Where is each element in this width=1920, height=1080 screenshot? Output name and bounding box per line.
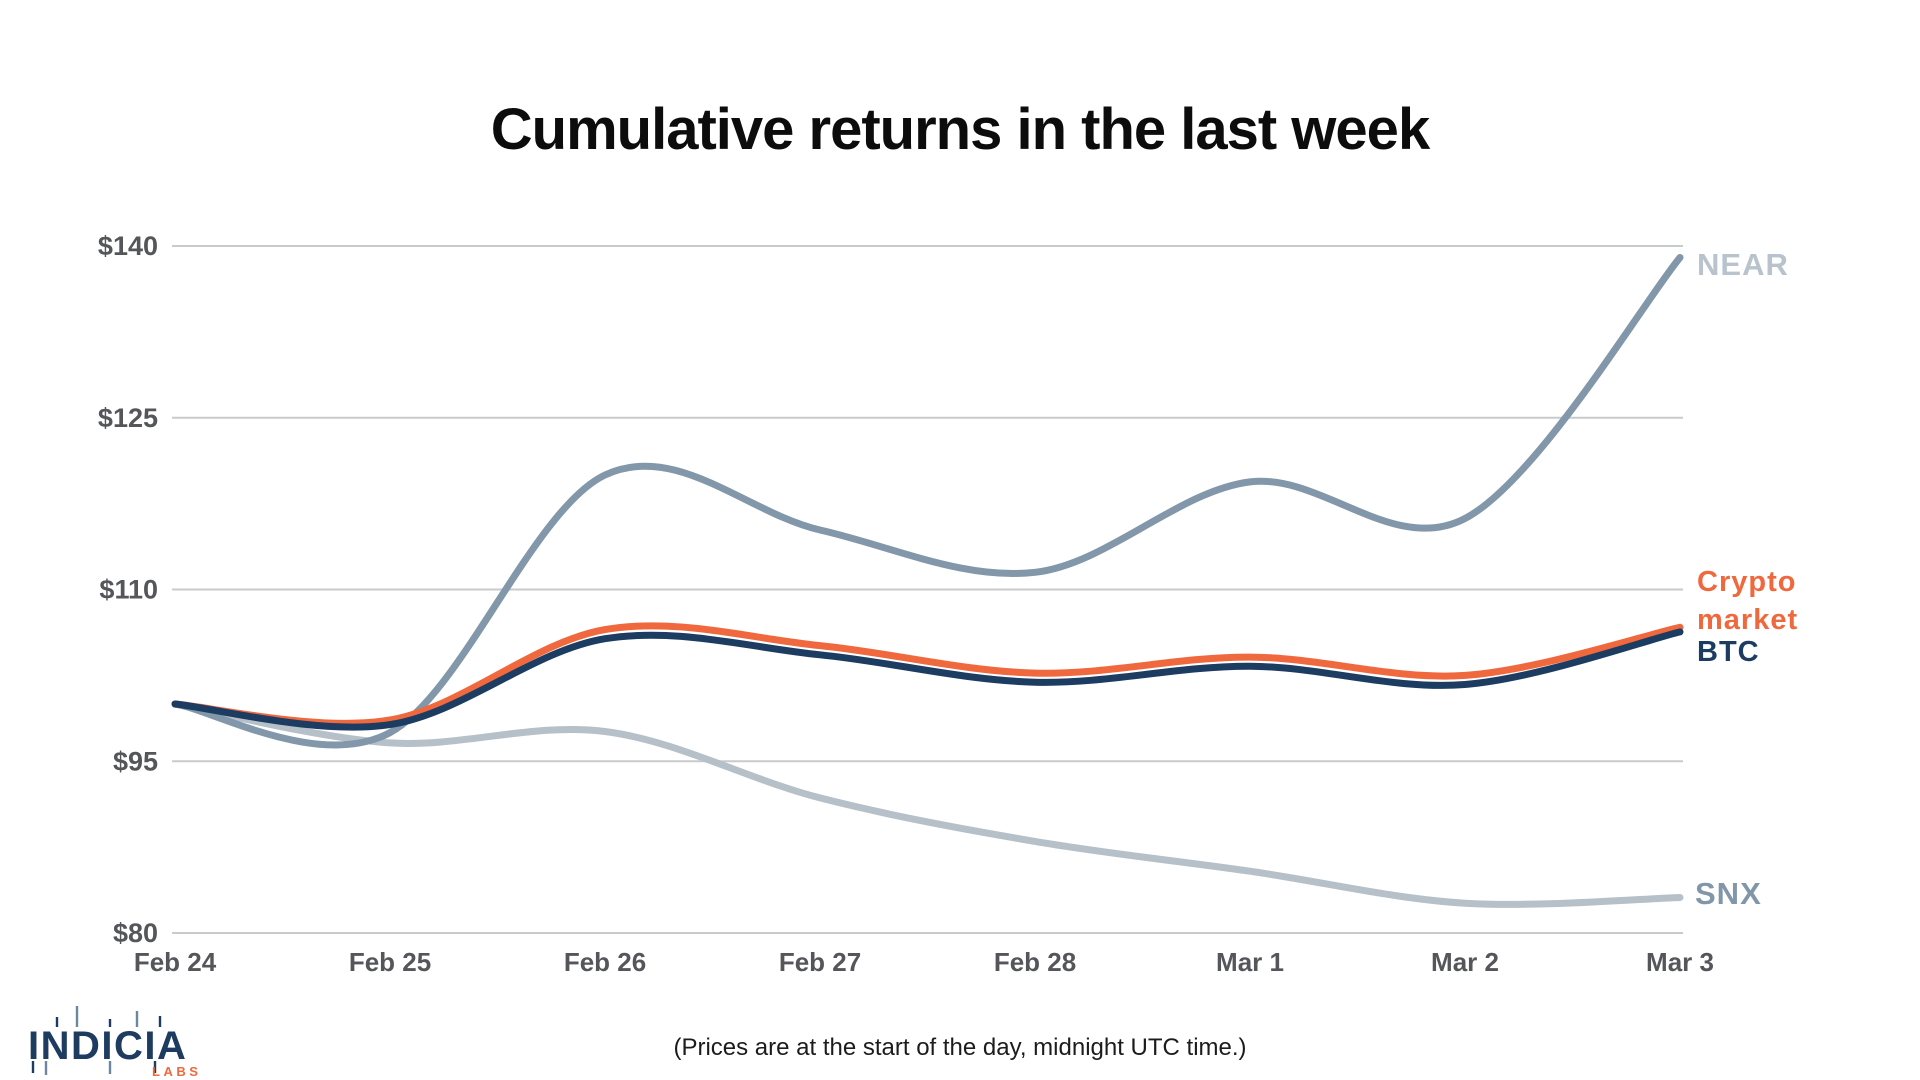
logo-candlestick-wicks bbox=[31, 1006, 162, 1075]
y-tick-label: $95 bbox=[113, 746, 158, 776]
y-tick-label: $125 bbox=[98, 403, 158, 433]
series-line-crypto-market bbox=[171, 622, 1684, 727]
series-line-snx bbox=[171, 700, 1684, 908]
series-label-near: NEAR bbox=[1697, 247, 1789, 282]
series-label-btc: BTC bbox=[1697, 636, 1760, 668]
series-line-btc bbox=[171, 628, 1684, 731]
logo-wordmark: INDICIA bbox=[28, 1024, 187, 1068]
x-tick-label: Feb 27 bbox=[779, 947, 861, 977]
x-tick-label: Mar 2 bbox=[1431, 947, 1499, 977]
chart-footnote: (Prices are at the start of the day, mid… bbox=[673, 1034, 1247, 1061]
x-tick-label: Mar 1 bbox=[1216, 947, 1284, 977]
x-tick-label: Feb 25 bbox=[349, 947, 431, 977]
series-label-crypto-market: Crypto market bbox=[1697, 566, 1799, 636]
y-tick-label: $80 bbox=[113, 918, 158, 948]
x-tick-label: Feb 26 bbox=[564, 947, 646, 977]
x-tick-label: Mar 3 bbox=[1646, 947, 1714, 977]
x-tick-label: Feb 28 bbox=[994, 947, 1076, 977]
y-tick-label: $110 bbox=[99, 575, 158, 605]
page-title: Cumulative returns in the last week bbox=[490, 97, 1430, 162]
indicia-labs-logo: INDICIA LABS bbox=[28, 1006, 201, 1079]
x-tick-label: Feb 24 bbox=[134, 947, 217, 977]
series-line-near bbox=[171, 254, 1684, 749]
logo-sub-label: LABS bbox=[152, 1064, 201, 1079]
y-tick-label: $140 bbox=[98, 231, 158, 261]
series-label-snx: SNX bbox=[1695, 876, 1762, 911]
